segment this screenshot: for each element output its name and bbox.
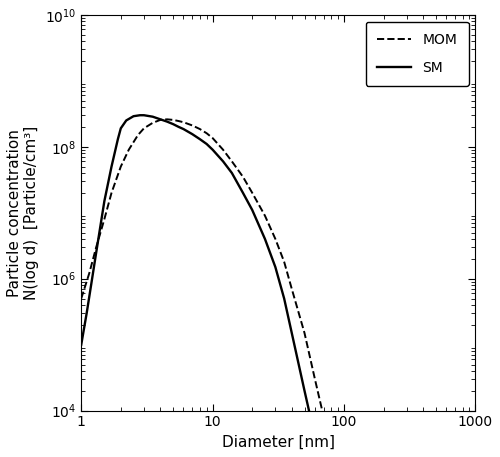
MOM [102, 216, 107, 222]
MOM [204, 131, 210, 136]
SM [130, 113, 136, 119]
SM [197, 137, 203, 142]
SM [158, 117, 164, 122]
SM [78, 342, 84, 347]
SM [170, 122, 176, 127]
MOM [126, 147, 132, 153]
SM [262, 236, 268, 242]
MOM [328, 454, 334, 457]
MOM [272, 236, 278, 242]
MOM [210, 135, 216, 141]
SM [240, 190, 246, 196]
SM [164, 119, 170, 124]
SM [150, 114, 156, 119]
MOM [180, 119, 186, 125]
SM [180, 126, 186, 132]
MOM [281, 259, 287, 265]
SM [88, 279, 94, 284]
MOM [302, 330, 308, 336]
MOM [150, 120, 156, 126]
MOM [118, 164, 124, 169]
MOM [135, 133, 141, 138]
MOM [176, 118, 182, 124]
MOM [86, 271, 92, 276]
MOM [170, 117, 176, 122]
MOM [78, 296, 84, 301]
X-axis label: Diameter [nm]: Diameter [nm] [222, 435, 335, 450]
SM [108, 164, 114, 169]
MOM [249, 190, 255, 196]
SM [137, 112, 143, 118]
MOM [289, 286, 295, 292]
MOM [220, 147, 226, 153]
SM [93, 250, 99, 255]
Line: SM: SM [81, 115, 354, 457]
MOM [312, 377, 318, 382]
SM [141, 112, 147, 118]
MOM [190, 123, 196, 128]
Y-axis label: Particle concentration
N(log d)  [Particle/cm³]: Particle concentration N(log d) [Particl… [7, 126, 40, 300]
SM [102, 198, 107, 204]
SM [302, 388, 308, 393]
MOM [108, 190, 114, 196]
SM [176, 124, 182, 130]
MOM [229, 159, 235, 164]
SM [204, 141, 210, 147]
MOM [320, 414, 326, 420]
MOM [262, 213, 268, 218]
SM [249, 207, 255, 213]
SM [210, 147, 216, 153]
SM [289, 330, 295, 336]
Line: MOM: MOM [81, 119, 354, 457]
MOM [164, 117, 170, 122]
SM [312, 434, 318, 440]
Legend: MOM, SM: MOM, SM [366, 21, 469, 86]
SM [281, 296, 287, 301]
MOM [197, 126, 203, 132]
SM [123, 118, 129, 123]
MOM [240, 174, 246, 180]
SM [190, 132, 196, 137]
SM [118, 126, 124, 131]
SM [272, 264, 278, 270]
SM [115, 137, 121, 142]
MOM [141, 126, 147, 131]
SM [220, 159, 226, 164]
MOM [158, 117, 164, 122]
SM [84, 310, 89, 316]
MOM [93, 244, 99, 250]
SM [229, 170, 235, 175]
